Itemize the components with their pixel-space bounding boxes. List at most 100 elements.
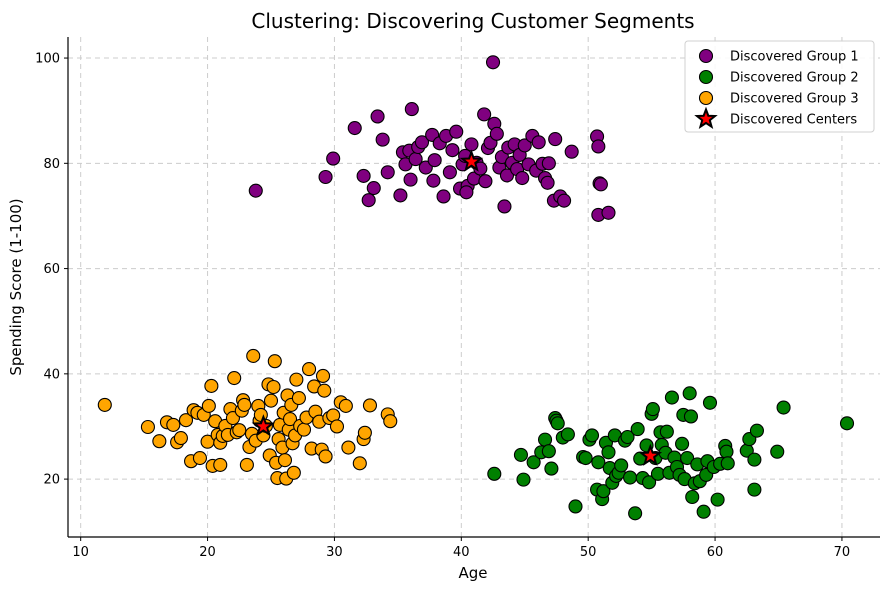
legend-marker (698, 48, 714, 64)
x-tick-label: 50 (580, 545, 597, 560)
data-point (266, 379, 281, 395)
data-point (201, 398, 216, 413)
data-point (682, 386, 697, 401)
chart-title: Clustering: Discovering Customer Segment… (251, 9, 694, 33)
data-point (166, 417, 181, 432)
data-point (315, 368, 331, 383)
data-point (459, 185, 474, 200)
legend-marker-center (694, 106, 718, 129)
data-point (489, 126, 504, 141)
data-point (338, 398, 353, 413)
data-point (747, 482, 762, 497)
data-point (414, 135, 430, 150)
data-point (478, 174, 493, 189)
legend-box (684, 40, 875, 133)
center-star (251, 414, 276, 437)
data-point (248, 183, 263, 198)
data-point (97, 397, 112, 412)
data-point (720, 456, 735, 471)
data-point (277, 453, 293, 468)
legend: Discovered Group 1 Discovered Group 2 Disc… (684, 40, 875, 133)
data-point (680, 451, 695, 466)
data-point (591, 139, 606, 154)
center-star (459, 149, 484, 172)
data-point (541, 444, 556, 459)
data-point (659, 424, 674, 439)
data-point (347, 121, 362, 136)
data-point (601, 205, 616, 220)
data-point (548, 132, 563, 147)
data-point (152, 434, 167, 449)
y-tick-label: 60 (43, 262, 60, 277)
data-point (526, 455, 541, 470)
cluster-centers (251, 149, 663, 466)
data-point (499, 168, 515, 183)
data-point (675, 436, 690, 451)
legend-label: Discovered Centers (730, 113, 857, 128)
x-tick-label: 20 (199, 545, 216, 560)
data-point (380, 165, 395, 180)
data-point (710, 492, 725, 507)
data-point (473, 161, 488, 176)
data-point (683, 409, 699, 424)
data-point (361, 193, 376, 208)
y-tick-label: 100 (35, 52, 60, 67)
data-point (227, 371, 242, 386)
y-tick-label: 40 (43, 367, 60, 382)
data-point (497, 199, 512, 214)
data-point (591, 455, 606, 470)
data-point (749, 423, 764, 438)
y-axis-label: Spending Score (1-100) (7, 198, 25, 375)
data-point (747, 452, 762, 467)
data-point (645, 402, 660, 417)
x-tick-label: 40 (453, 545, 470, 560)
data-point (318, 169, 333, 185)
data-point (593, 177, 608, 192)
data-point (296, 422, 312, 437)
data-point (239, 457, 254, 472)
series-group-2 (487, 386, 855, 521)
data-point (696, 504, 711, 519)
data-point (289, 372, 304, 387)
data-point (664, 390, 679, 405)
data-point (770, 444, 785, 459)
data-point (370, 109, 385, 124)
data-point (352, 456, 367, 471)
data-point (302, 362, 317, 377)
y-tick-label: 20 (43, 473, 60, 488)
data-point (614, 458, 629, 473)
data-point (578, 451, 593, 466)
data-point (403, 172, 418, 187)
data-point (192, 451, 207, 466)
data-point (366, 181, 381, 196)
data-point (356, 168, 371, 183)
x-tick-label: 10 (72, 545, 89, 560)
data-point (375, 132, 390, 147)
data-point (445, 143, 460, 158)
data-point (513, 447, 528, 462)
data-point (516, 472, 531, 487)
data-point (541, 156, 556, 171)
center-star (638, 443, 663, 466)
data-point (560, 427, 575, 442)
legend-marker (698, 90, 714, 106)
data-point (620, 429, 635, 445)
data-point (517, 138, 532, 153)
data-point (596, 484, 611, 499)
data-point (436, 189, 451, 204)
data-point (232, 423, 247, 438)
series-group-1 (248, 55, 616, 222)
data-point (318, 449, 333, 464)
data-point (839, 416, 855, 431)
data-point (173, 431, 188, 446)
data-point (537, 432, 553, 447)
data-point (317, 383, 332, 398)
data-point (449, 124, 464, 139)
legend-label: Discovered Group 2 (730, 71, 859, 86)
data-point (776, 400, 791, 415)
data-point (326, 151, 341, 166)
data-point (515, 171, 530, 186)
x-tick-label: 70 (834, 545, 851, 560)
data-point (557, 193, 572, 208)
